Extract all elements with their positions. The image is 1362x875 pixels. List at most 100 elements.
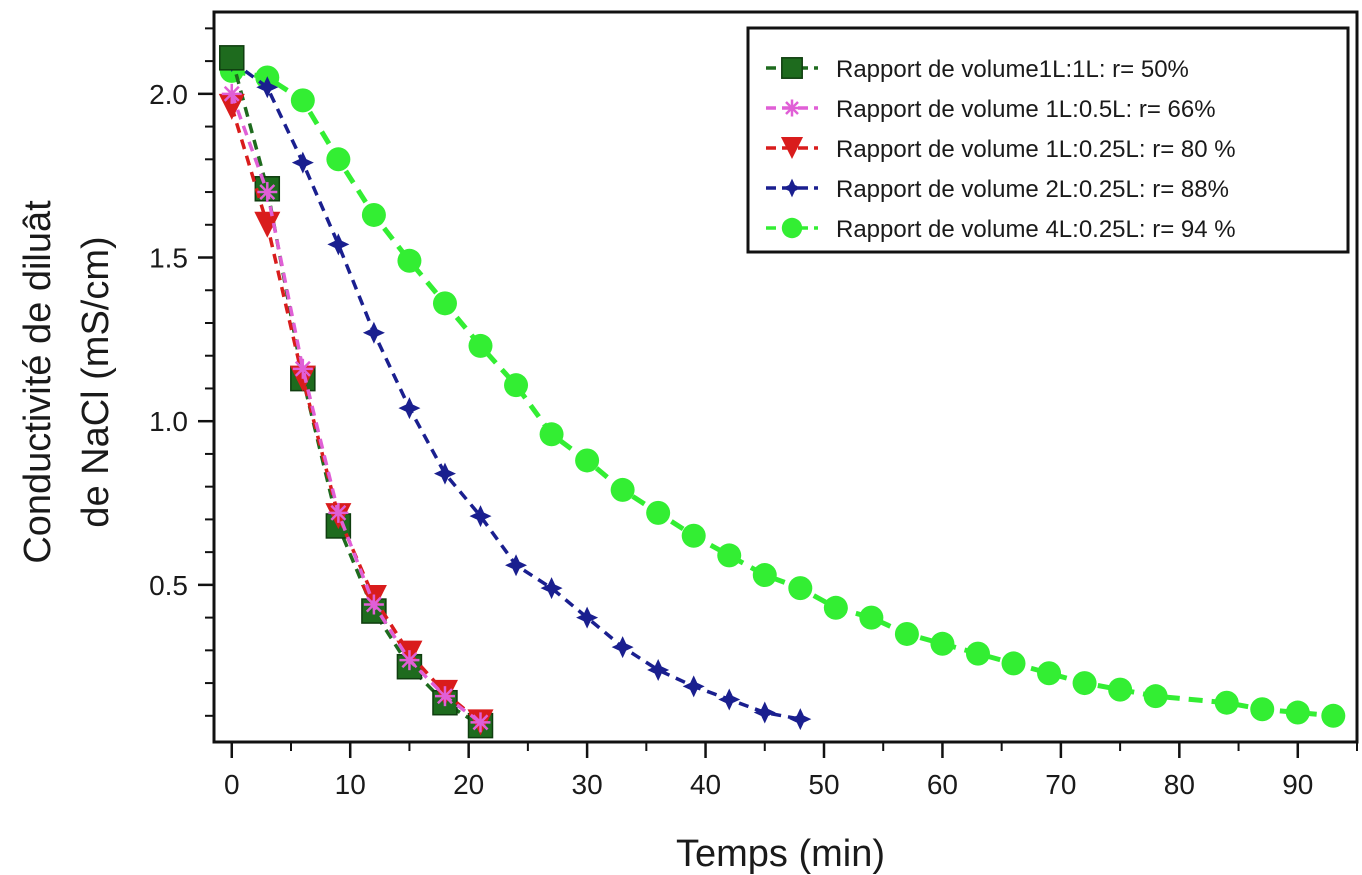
marker-circle <box>326 147 351 172</box>
marker-asterisk <box>328 502 349 523</box>
marker-asterisk <box>257 182 278 203</box>
legend-entry: Rapport de volume 2L:0.25L: r= 88% <box>766 176 1229 203</box>
marker-star <box>611 636 634 659</box>
marker-square <box>219 45 245 71</box>
marker-star <box>291 151 314 174</box>
marker-star <box>718 688 741 711</box>
marker-circle <box>1321 703 1346 728</box>
series-line <box>230 93 482 724</box>
y-tick-label: 1.5 <box>149 243 188 274</box>
legend-label: Rapport de volume 4L:0.25L: r= 94 % <box>836 216 1236 243</box>
marker-asterisk-stroke <box>259 184 276 200</box>
marker-circle <box>504 373 529 398</box>
marker-circle <box>859 605 884 630</box>
legend-label: Rapport de volume 1L:0.5L: r= 66% <box>836 96 1216 123</box>
marker-star <box>789 708 812 731</box>
marker-circle <box>1250 697 1275 722</box>
marker-star <box>256 76 279 99</box>
y-axis-title-line-1: Conductivité de diluât <box>17 200 59 564</box>
marker-star <box>398 397 421 420</box>
marker-circle <box>781 217 803 239</box>
marker-star <box>782 178 802 198</box>
x-tick-label: 80 <box>1164 769 1195 800</box>
marker-circle <box>681 523 706 548</box>
marker-circle <box>1037 661 1062 686</box>
x-tick-label: 20 <box>453 769 484 800</box>
marker-star <box>753 701 776 724</box>
marker-asterisk-stroke <box>294 360 311 377</box>
legend-label: Rapport de volume 2L:0.25L: r= 88% <box>836 176 1229 203</box>
marker-circle <box>1285 700 1310 725</box>
marker-triangle <box>780 136 804 160</box>
marker-circle <box>361 202 386 227</box>
marker-asterisk <box>470 712 491 733</box>
marker-circle <box>432 291 457 316</box>
series-5 <box>219 58 1346 728</box>
x-tick-label: 10 <box>335 769 366 800</box>
marker-star <box>433 462 456 485</box>
y-tick-label: 2.0 <box>149 79 188 110</box>
x-tick-label: 40 <box>690 769 721 800</box>
series-4 <box>220 50 812 731</box>
marker-circle <box>788 576 813 601</box>
marker-asterisk <box>221 83 242 104</box>
marker-circle <box>290 88 315 113</box>
marker-star <box>362 321 385 344</box>
marker-circle <box>717 543 742 568</box>
x-tick-label: 30 <box>572 769 603 800</box>
marker-circle <box>397 248 422 273</box>
y-tick-label: 1.0 <box>149 406 188 437</box>
y-axis-title-line-2: de NaCl (mS/cm) <box>75 236 117 527</box>
marker-asterisk-stroke <box>437 688 453 705</box>
marker-circle <box>575 448 600 473</box>
marker-circle <box>965 641 990 666</box>
legend-box <box>746 26 1350 254</box>
marker-star <box>540 577 563 600</box>
marker-asterisk-stroke <box>401 652 418 669</box>
marker-circle <box>1072 671 1097 696</box>
legend-entry: Rapport de volume 4L:0.25L: r= 94 % <box>766 216 1236 243</box>
marker-star <box>682 675 705 698</box>
marker-square <box>781 57 803 79</box>
marker-asterisk-stroke <box>472 714 489 731</box>
marker-circle <box>610 477 635 502</box>
legend: Rapport de volume1L:1L: r= 50% Rapport de… <box>746 26 1350 254</box>
marker-triangle <box>254 211 281 238</box>
marker-circle <box>1143 684 1168 709</box>
marker-circle <box>1214 690 1239 715</box>
series-2 <box>221 83 491 733</box>
marker-circle <box>930 631 955 656</box>
legend-label: Rapport de volume 1L:0.25L: r= 80 % <box>836 136 1236 163</box>
marker-star <box>327 233 350 256</box>
marker-star <box>505 554 528 577</box>
marker-circle <box>1108 677 1133 702</box>
plot-frame <box>212 10 1359 744</box>
marker-star <box>647 658 670 681</box>
x-tick-label: 60 <box>927 769 958 800</box>
axes: 0 10 20 30 40 50 60 70 80 90 0.5 1.0 1.5 2.0 <box>149 27 1358 800</box>
marker-asterisk-stroke <box>365 596 382 613</box>
x-tick-label: 50 <box>808 769 839 800</box>
marker-circle <box>539 422 564 447</box>
marker-asterisk-stroke <box>330 504 347 521</box>
legend-entry: Rapport de volume1L:1L: r= 50% <box>766 56 1189 83</box>
x-tick-label: 70 <box>1045 769 1076 800</box>
marker-circle <box>1001 651 1026 676</box>
marker-circle <box>894 621 919 646</box>
marker-circle <box>823 595 848 620</box>
marker-asterisk <box>783 99 801 117</box>
marker-circle <box>468 333 493 358</box>
marker-asterisk <box>292 358 313 379</box>
legend-entry: Rapport de volume 1L:0.5L: r= 66% <box>766 96 1216 123</box>
marker-asterisk <box>434 686 455 707</box>
y-tick-label: 0.5 <box>149 570 188 601</box>
marker-asterisk-stroke <box>223 85 240 102</box>
marker-circle <box>646 500 671 525</box>
marker-circle <box>752 563 777 588</box>
x-tick-label: 0 <box>224 769 240 800</box>
x-axis-title: Temps (min) <box>676 833 885 875</box>
marker-star <box>469 505 492 528</box>
marker-asterisk-stroke <box>785 101 799 115</box>
plot-area <box>218 45 1346 739</box>
